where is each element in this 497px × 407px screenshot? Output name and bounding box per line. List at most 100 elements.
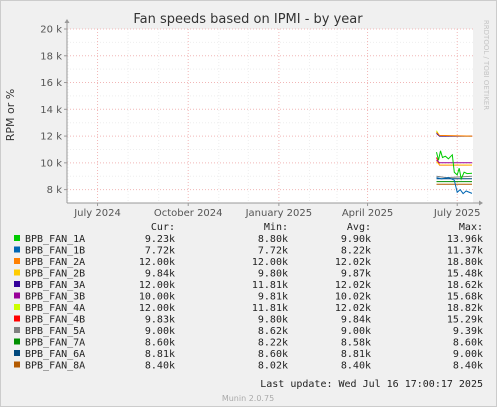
y-tick-label: 20 k [40,25,62,36]
legend-value-avg: 8.81k [341,349,371,360]
legend-value-min: 8.80k [258,234,288,245]
legend: Cur: Min: Avg: Max: BPB_FAN_1A 9.23k 8.80k 9.90… [14,222,483,372]
legend-series-name: BPB_FAN_8A [25,361,85,372]
legend-value-avg: 12.02k [335,280,371,291]
legend-value-max: 8.40k [453,361,483,372]
legend-swatch [14,246,20,253]
legend-swatch [14,327,20,333]
x-tick-label: January 2025 [245,208,313,219]
legend-series-name: BPB_FAN_7A [25,338,85,349]
legend-value-avg: 8.40k [341,361,371,372]
legend-value-cur: 8.40k [145,361,175,372]
munin-version-footer: Munin 2.0.75 [222,394,274,403]
series-lines [436,130,473,195]
legend-swatch [14,269,20,276]
legend-series-name: BPB_FAN_1A [25,234,85,245]
legend-value-min: 12.00k [252,257,288,268]
legend-value-cur: 7.72k [145,246,175,257]
legend-value-min: 8.60k [258,349,288,360]
legend-swatch [14,338,20,345]
legend-swatch [14,315,20,322]
legend-value-min: 7.72k [258,246,288,257]
legend-series-name: BPB_FAN_4A [25,303,85,314]
legend-swatch [14,235,20,241]
legend-series-name: BPB_FAN_6A [25,349,85,360]
x-tick-label: October 2024 [154,208,223,219]
legend-header-avg: Avg: [347,222,371,233]
legend-value-avg: 8.22k [341,246,371,257]
legend-value-min: 11.81k [252,280,288,291]
last-update-text: Last update: Wed Jul 16 17:00:17 2025 [260,379,483,390]
x-tick-label: April 2025 [342,208,393,219]
legend-value-avg: 8.58k [341,338,371,349]
legend-value-min: 8.62k [258,326,288,337]
legend-value-max: 18.82k [447,303,483,314]
legend-swatch [14,292,20,299]
legend-value-avg: 9.00k [341,326,371,337]
y-axis-label: RPM or % [4,89,17,141]
y-tick-label: 14 k [40,105,62,116]
legend-series-name: BPB_FAN_5A [25,326,85,337]
x-tick-label: July 2024 [73,208,121,219]
legend-header-cur: Cur: [151,222,175,233]
legend-value-max: 18.80k [447,257,483,268]
legend-swatch [14,361,20,368]
legend-value-cur: 9.84k [145,269,175,280]
y-tick-label: 8 k [47,185,63,196]
x-axis-arrow [479,200,483,206]
series-line-bpb-fan-1a [436,150,473,181]
x-tick-label: July 2025 [433,208,481,219]
legend-value-avg: 12.02k [335,257,371,268]
legend-value-cur: 12.00k [139,257,175,268]
legend-value-min: 9.80k [258,315,288,326]
legend-series-name: BPB_FAN_1B [25,246,85,257]
legend-header-max: Max: [459,222,483,233]
legend-value-cur: 12.00k [139,280,175,291]
legend-value-max: 9.39k [453,326,483,337]
legend-swatch [14,350,20,356]
y-tick-label: 16 k [40,78,62,89]
legend-value-avg: 9.90k [341,234,371,245]
series-line-bpb-fan-2a [436,131,473,137]
legend-value-max: 9.00k [453,349,483,360]
legend-value-avg: 10.02k [335,292,371,303]
y-tick-label: 10 k [40,158,62,169]
series-line-bpb-fan-1b [436,177,473,195]
legend-value-cur: 12.00k [139,303,175,314]
legend-value-cur: 10.00k [139,292,175,303]
legend-series-name: BPB_FAN_4B [25,315,85,326]
rrdtool-watermark: RRDTOOL / TOBI OETIKER [482,20,490,110]
legend-value-max: 15.68k [447,292,483,303]
legend-value-cur: 9.83k [145,315,175,326]
chart-title: Fan speeds based on IPMI - by year [133,12,363,27]
legend-swatch [14,281,20,287]
legend-series-name: BPB_FAN_2B [25,269,85,280]
legend-value-max: 8.60k [453,338,483,349]
legend-value-min: 8.22k [258,338,288,349]
legend-value-cur: 9.00k [145,326,175,337]
legend-value-cur: 8.60k [145,338,175,349]
legend-swatch [14,258,20,264]
legend-value-max: 18.62k [447,280,483,291]
y-tick-label: 12 k [40,132,62,143]
legend-value-max: 11.37k [447,246,483,257]
legend-value-min: 9.81k [258,292,288,303]
legend-series-name: BPB_FAN_2A [25,257,85,268]
legend-value-avg: 9.87k [341,269,371,280]
legend-value-max: 13.96k [447,234,483,245]
legend-value-min: 11.81k [252,303,288,314]
legend-series-name: BPB_FAN_3A [25,280,85,291]
legend-value-avg: 12.02k [335,303,371,314]
plot-area [67,29,473,203]
legend-value-cur: 8.81k [145,349,175,360]
axes: 8 k 10 k 12 k 14 k 16 k 18 k 20 k July 2024 Octo… [40,19,483,219]
legend-value-max: 15.48k [447,269,483,280]
legend-header-min: Min: [264,222,288,233]
series-line-bpb-fan-2b [436,161,473,166]
legend-value-cur: 9.23k [145,234,175,245]
y-tick-label: 18 k [40,51,62,62]
y-axis-arrow [64,19,70,23]
legend-series-name: BPB_FAN_3B [25,292,85,303]
legend-value-max: 15.29k [447,315,483,326]
